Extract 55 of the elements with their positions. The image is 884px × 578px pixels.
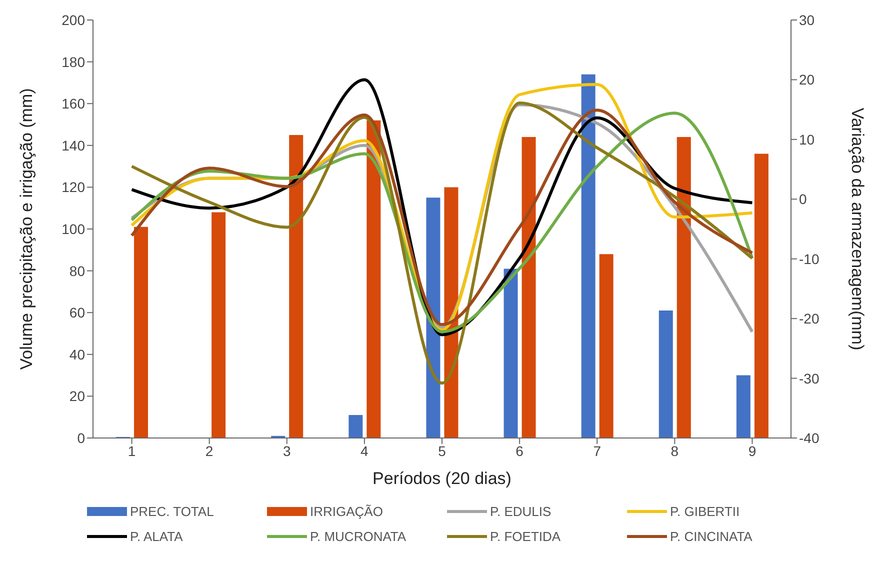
y-tick-label: 60 xyxy=(69,304,86,321)
y-tick-label: 80 xyxy=(69,262,86,279)
x-tick-label: 6 xyxy=(516,442,524,459)
x-tick-label: 7 xyxy=(593,442,602,459)
bar xyxy=(348,415,363,438)
y-tick-label: 120 xyxy=(62,179,86,196)
bar xyxy=(599,254,614,438)
bar xyxy=(754,154,768,438)
x-tick-label: 4 xyxy=(360,442,369,459)
bar xyxy=(736,375,750,438)
bar xyxy=(289,134,304,438)
x-tick-label: 8 xyxy=(670,442,679,459)
y2-tick-label: -10 xyxy=(799,250,820,267)
bar xyxy=(658,310,673,438)
x-tick-label: 1 xyxy=(128,442,136,459)
bar xyxy=(426,198,440,438)
y-tick-label: 0 xyxy=(77,430,86,446)
x-tick-label: 3 xyxy=(282,442,291,459)
bar xyxy=(522,137,536,438)
bar xyxy=(444,187,458,438)
y-tick-label: 180 xyxy=(62,54,86,70)
bar xyxy=(366,120,381,438)
y-tick-label: 140 xyxy=(62,137,86,154)
y-tick-label: 160 xyxy=(62,96,86,112)
legend-label: P. GIBERTII xyxy=(670,504,740,519)
bar xyxy=(676,137,691,438)
legend-label: P. MUCRONATA xyxy=(310,529,406,544)
y-tick-label: 100 xyxy=(62,220,86,237)
x-tick-label: 5 xyxy=(438,442,446,459)
line-series xyxy=(130,102,754,385)
legend-label: PREC. TOTAL xyxy=(130,504,214,519)
y2-tick-label: 10 xyxy=(799,131,815,148)
legend-label: IRRIGAÇÃO xyxy=(310,504,383,519)
y2-tick-label: 20 xyxy=(799,72,815,88)
y2-tick-label: -30 xyxy=(799,370,820,386)
y2-tick-label: -20 xyxy=(799,310,820,327)
y-tick-label: 20 xyxy=(69,388,86,404)
y2-tick-label: 30 xyxy=(799,12,815,28)
legend-label: P. CINCINATA xyxy=(670,529,752,544)
x-tick-label: 2 xyxy=(205,442,214,459)
legend-label: P. EDULIS xyxy=(490,504,552,519)
legend-label: P. FOETIDA xyxy=(490,529,561,544)
y2-tick-label: 0 xyxy=(799,191,807,208)
bar xyxy=(134,226,148,438)
y-axis-title: Volume precipitação e irrigação (mm) xyxy=(17,88,36,370)
y-tick-label: 40 xyxy=(69,346,86,362)
bar xyxy=(504,268,518,438)
x-tick-label: 9 xyxy=(748,442,756,459)
y2-tick-label: -40 xyxy=(799,430,820,446)
bar xyxy=(212,212,226,438)
y2-axis-title: Variação da armazenagem(mm) xyxy=(848,108,867,350)
x-axis-title: Períodos (20 dias) xyxy=(372,469,512,488)
bar xyxy=(581,74,596,438)
y-tick-label: 200 xyxy=(62,12,86,28)
legend-label: P. ALATA xyxy=(130,529,183,544)
